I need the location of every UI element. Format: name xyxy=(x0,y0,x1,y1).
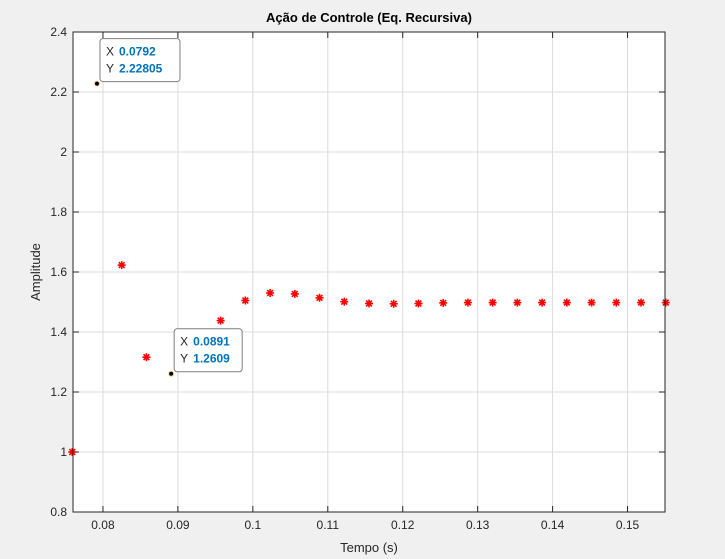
x-tick-label: 0.15 xyxy=(616,518,640,532)
data-point xyxy=(365,299,373,308)
y-tick-label: 1.8 xyxy=(50,205,67,219)
x-tick-label: 0.13 xyxy=(466,518,490,532)
x-tick-label: 0.1 xyxy=(245,518,262,532)
datatips[interactable]: X 0.0792 Y 2.22805 X 0.0891 Y 1.2609 xyxy=(99,38,243,373)
data-point xyxy=(587,298,596,307)
data-point xyxy=(266,289,275,297)
datatip-box[interactable]: X 0.0792 Y 2.22805 xyxy=(99,38,181,83)
y-axis-label: Amplitude xyxy=(28,243,43,301)
datatip-x-value: 0.0891 xyxy=(193,335,230,349)
x-tick-label: 0.08 xyxy=(91,518,115,532)
datatip-point[interactable] xyxy=(93,80,100,87)
data-point xyxy=(241,296,250,305)
data-point xyxy=(661,298,670,307)
x-tick-label: 0.09 xyxy=(166,518,190,532)
data-point xyxy=(538,298,547,307)
y-tick-label: 0.8 xyxy=(50,505,67,519)
datatip-y-value: 2.22805 xyxy=(119,62,163,76)
y-tick-label: 1.2 xyxy=(50,385,67,399)
data-point xyxy=(117,261,126,270)
datatip-x-label: X xyxy=(106,45,114,59)
x-tick-label: 0.11 xyxy=(317,518,340,532)
y-tick-label: 1 xyxy=(60,445,67,459)
data-point xyxy=(513,298,522,307)
y-tick-label: 2.2 xyxy=(50,85,67,99)
data-point xyxy=(463,298,472,307)
datatip-x-label: X xyxy=(180,335,188,349)
axes-box xyxy=(72,31,666,513)
y-tick-label: 2 xyxy=(60,145,67,159)
data-point xyxy=(142,353,151,362)
datatip-box[interactable]: X 0.0891 Y 1.2609 xyxy=(173,328,243,373)
datatip-y-value: 1.2609 xyxy=(193,352,230,366)
data-point xyxy=(216,316,225,325)
y-tick-label: 2.4 xyxy=(50,25,67,39)
data-markers xyxy=(68,80,670,456)
data-point xyxy=(612,298,621,307)
tick-labels: 0.08 0.09 0.1 0.11 0.12 0.13 0.14 0.15 0.8 1 1.2 1.… xyxy=(50,25,639,532)
data-point xyxy=(340,297,349,306)
y-tick-label: 1.6 xyxy=(50,265,67,279)
data-point xyxy=(68,448,77,456)
data-point xyxy=(439,298,448,307)
datatip-y-label: Y xyxy=(180,352,188,366)
data-point xyxy=(290,289,299,298)
data-point xyxy=(315,293,324,302)
data-point xyxy=(562,298,571,307)
chart-title: Ação de Controle (Eq. Recursiva) xyxy=(266,10,472,25)
data-point xyxy=(414,299,423,308)
y-tick-label: 1.4 xyxy=(50,325,67,339)
datatip-y-label: Y xyxy=(106,62,114,76)
x-tick-label: 0.12 xyxy=(391,518,415,532)
datatip-x-value: 0.0792 xyxy=(119,45,156,59)
data-point xyxy=(389,299,398,308)
data-point xyxy=(637,298,646,307)
data-point xyxy=(488,298,497,307)
x-axis-label: Tempo (s) xyxy=(340,540,398,555)
x-tick-label: 0.14 xyxy=(541,518,565,532)
datatip-point[interactable] xyxy=(168,370,175,377)
